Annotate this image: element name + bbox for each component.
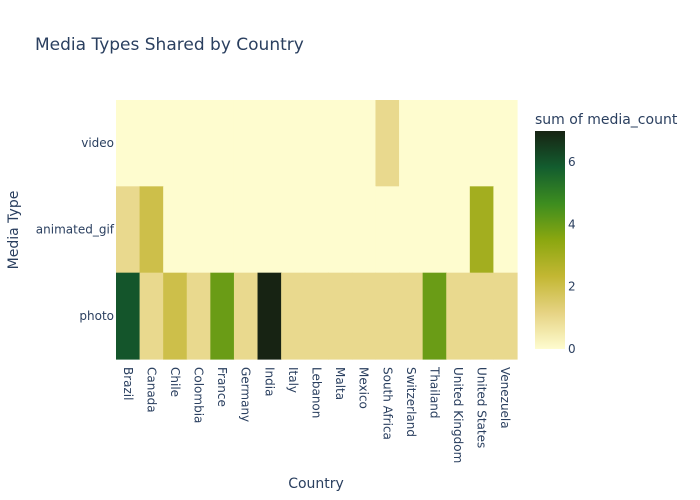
heatmap-cell [446, 186, 471, 274]
y-tick-label: photo [79, 309, 114, 323]
heatmap-cell [399, 100, 424, 187]
heatmap-cell [116, 100, 141, 187]
heatmap-cell [233, 186, 259, 274]
heatmap-cell [163, 100, 188, 187]
heatmap-cells [116, 100, 518, 360]
heatmap-cell [210, 100, 235, 187]
heatmap-cell [493, 186, 518, 274]
heatmap-cell [257, 272, 282, 360]
heatmap-cell [351, 186, 377, 274]
x-tick-label: Italy [286, 367, 300, 393]
heatmap-cell [469, 100, 495, 187]
x-tick-label: Venezuela [498, 367, 512, 429]
heatmap-cell [281, 100, 306, 187]
x-tick-label: Brazil [121, 367, 135, 401]
heatmap-cell [139, 100, 164, 187]
x-tick-label: United States [475, 367, 489, 448]
heatmap-cell [116, 272, 141, 360]
heatmap-cell [281, 272, 306, 360]
heatmap-cell [257, 100, 282, 187]
heatmap-cell [186, 272, 211, 360]
heatmap-cell [351, 100, 377, 187]
heatmap-cell [399, 272, 424, 360]
heatmap-cell [328, 186, 353, 274]
heatmap-cell [281, 186, 306, 274]
colorbar-title: sum of media_count [535, 112, 678, 128]
heatmap-cell [422, 100, 447, 187]
x-tick-label: Mexico [357, 367, 371, 409]
heatmap-cell [163, 272, 188, 360]
heatmap-cell [186, 186, 211, 274]
colorbar-tick-label: 4 [568, 217, 576, 231]
y-tick-label: video [81, 136, 114, 150]
x-tick-label: Malta [333, 367, 347, 400]
colorbar-tick-label: 6 [568, 155, 576, 169]
x-tick-label: Canada [144, 367, 158, 413]
x-tick-label: Thailand [427, 366, 441, 419]
x-tick-label: Lebanon [310, 367, 324, 418]
y-axis-title: Media Type [6, 191, 22, 270]
heatmap-cell [422, 186, 447, 274]
x-tick-label: United Kingdom [451, 367, 465, 463]
heatmap-cell [163, 186, 188, 274]
heatmap-cell [493, 272, 518, 360]
colorbar [535, 131, 565, 349]
heatmap-cell [375, 100, 400, 187]
heatmap-cell [139, 186, 164, 274]
heatmap-cell [304, 186, 329, 274]
x-tick-label: Colombia [192, 367, 206, 423]
heatmap-cell [233, 272, 259, 360]
x-axis-ticks: Brazil Canada Chile Colombia France Germany In… [121, 366, 512, 463]
heatmap-cell [351, 272, 377, 360]
heatmap-cell [257, 186, 282, 274]
heatmap-cell [493, 100, 518, 187]
heatmap-cell [210, 272, 235, 360]
x-tick-label: France [215, 367, 229, 407]
heatmap-cell [422, 272, 447, 360]
chart-title: Media Types Shared by Country [35, 35, 304, 55]
heatmap-cell [304, 100, 329, 187]
x-axis-title: Country [288, 476, 344, 492]
x-tick-label: South Africa [380, 367, 394, 440]
colorbar-ticks: 0 2 4 6 [568, 155, 576, 356]
x-tick-label: Chile [168, 367, 182, 397]
x-tick-label: India [262, 367, 276, 396]
heatmap-cell [139, 272, 164, 360]
heatmap-cell [210, 186, 235, 274]
colorbar-tick-label: 2 [568, 280, 576, 294]
heatmap-cell [446, 272, 471, 360]
heatmap-cell [399, 186, 424, 274]
colorbar-tick-label: 0 [568, 342, 576, 356]
heatmap-cell [304, 272, 329, 360]
heatmap-cell [469, 186, 495, 274]
y-tick-label: animated_gif [36, 223, 115, 237]
heatmap-cell [375, 186, 400, 274]
heatmap-cell [446, 100, 471, 187]
heatmap-cell [233, 100, 259, 187]
x-tick-label: Switzerland [404, 367, 418, 437]
heatmap-cell [469, 272, 495, 360]
heatmap-cell [328, 272, 353, 360]
heatmap-cell [375, 272, 400, 360]
x-tick-label: Germany [239, 367, 253, 422]
heatmap-cell [116, 186, 141, 274]
heatmap-cell [328, 100, 353, 187]
heatmap-cell [186, 100, 211, 187]
